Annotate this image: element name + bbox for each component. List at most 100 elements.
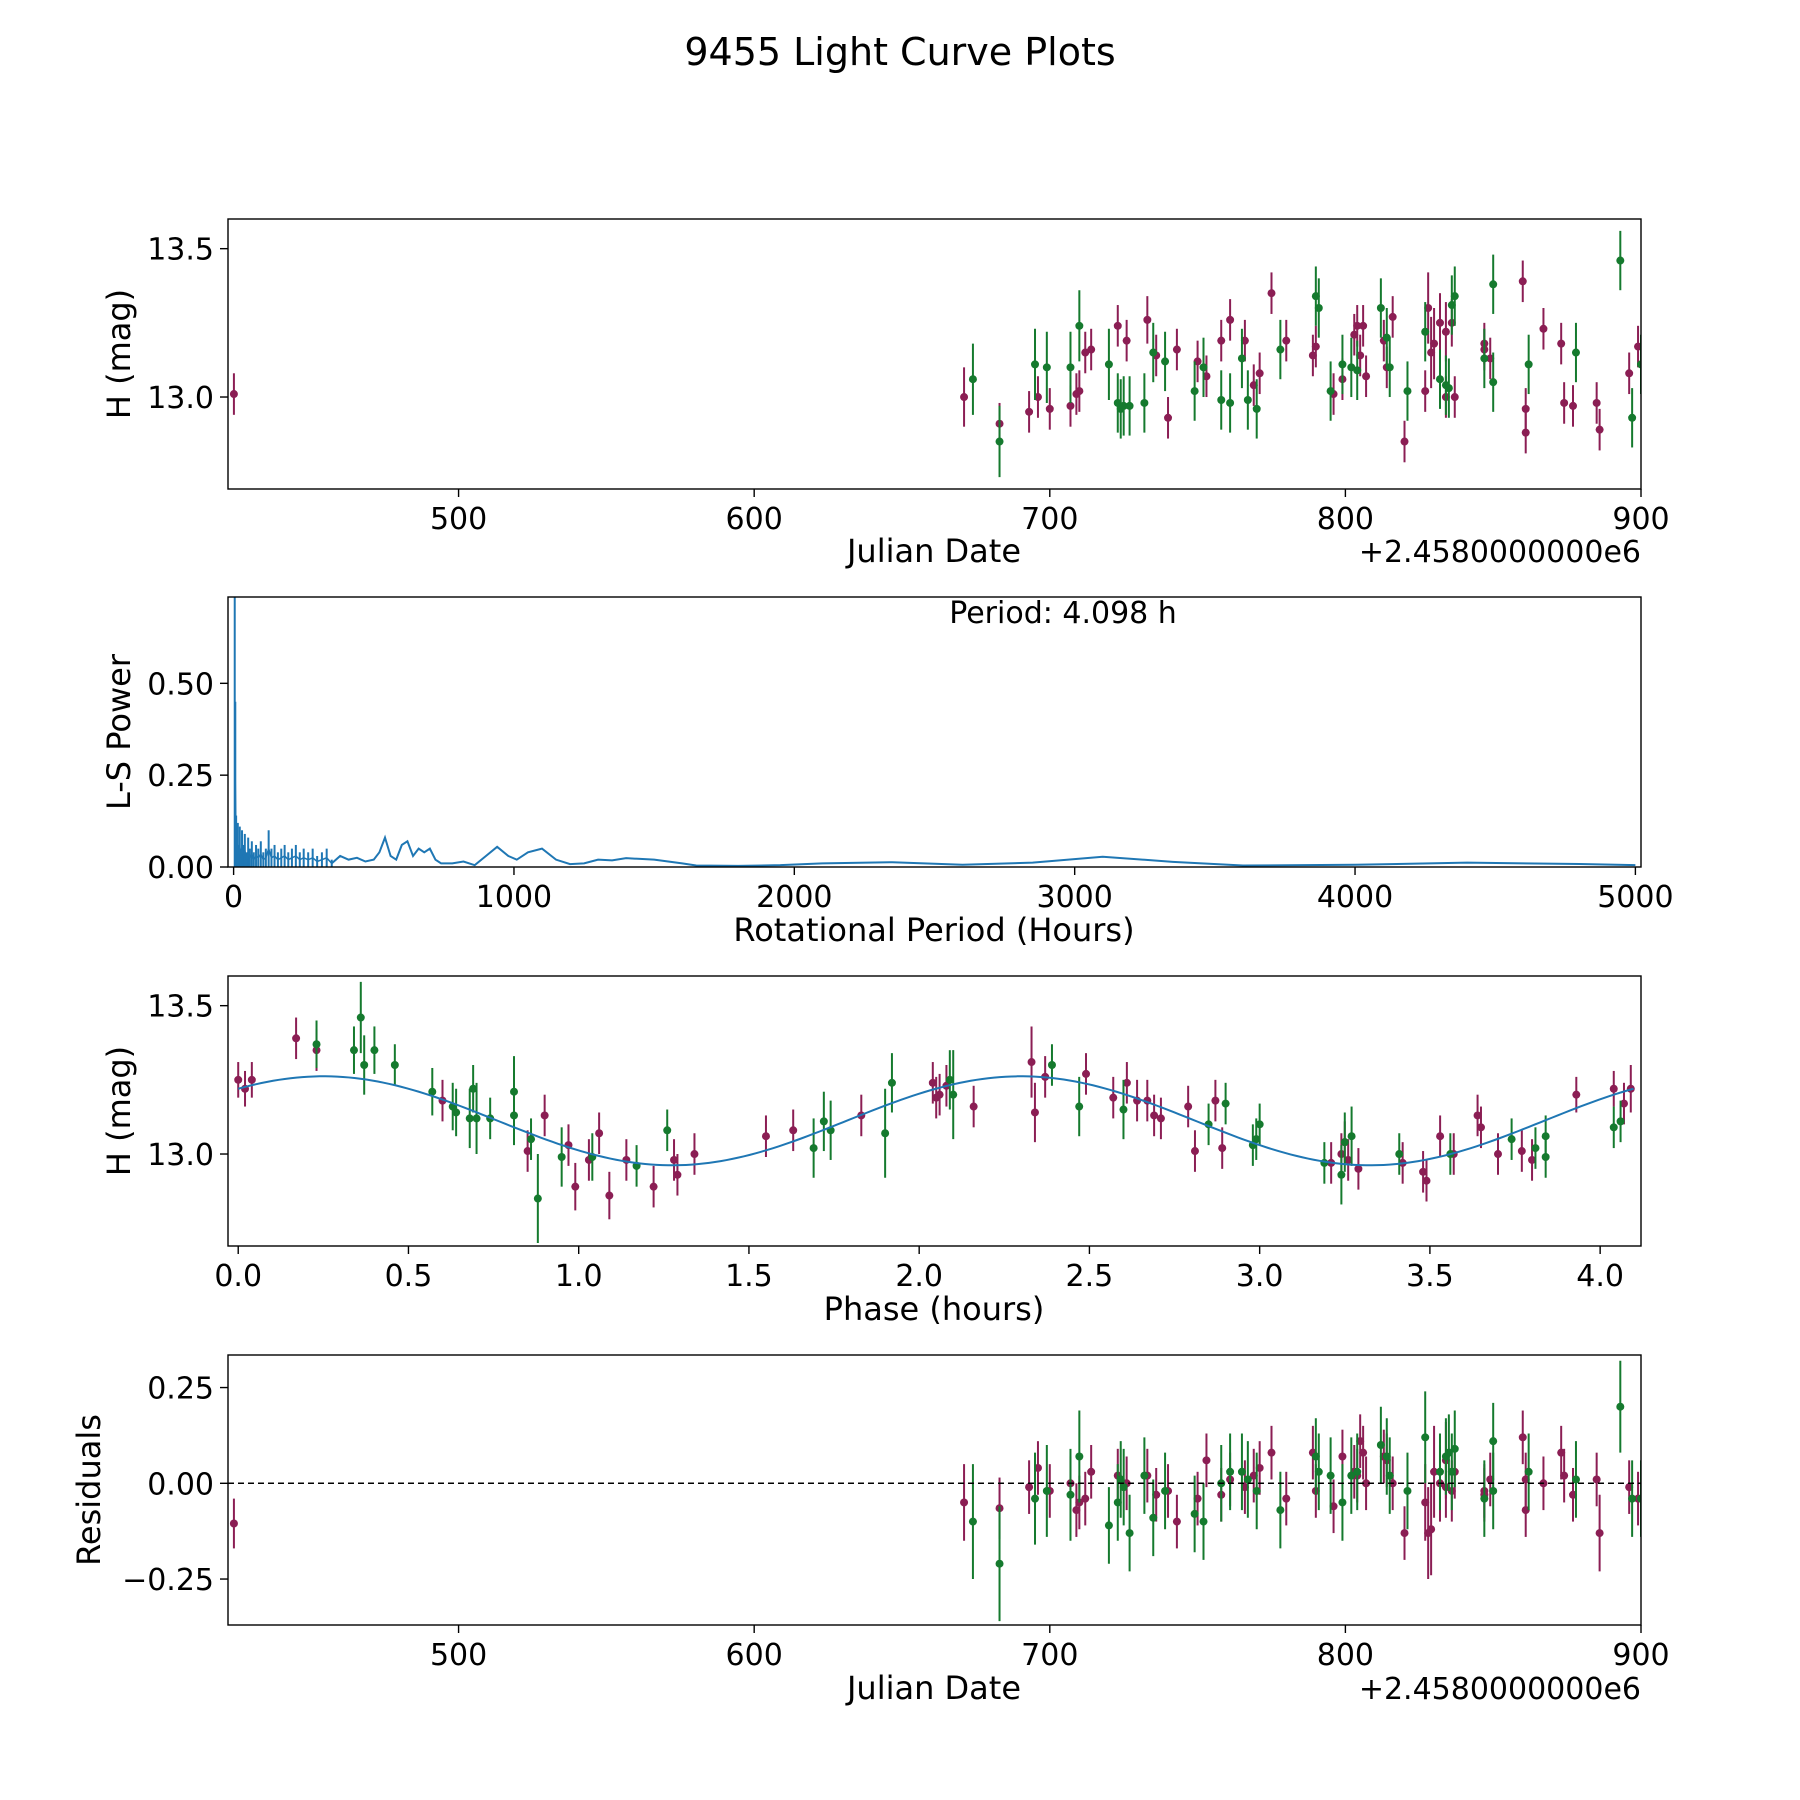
residuals-series-b-point: [1237, 1467, 1246, 1476]
phased-series-a-point: [928, 1078, 937, 1087]
phased-series-b-point: [349, 1046, 358, 1055]
lightcurve-series-a-point: [1075, 387, 1084, 396]
phased-series-b-point: [510, 1111, 519, 1120]
phased-series-b-point: [469, 1084, 478, 1093]
phased-x-tick-label: 1.5: [725, 1259, 773, 1294]
residuals-series-b-point: [1075, 1452, 1084, 1461]
lightcurve-series-a-point: [1421, 387, 1430, 396]
phased-series-a-point: [1190, 1147, 1199, 1156]
phased-ticks: 0.0 0.5 1.0 1.5 2.0 2.5 3.0 3.5 4.0 13.0 13.5: [147, 990, 1624, 1294]
periodogram-panel: 0 1000 2000 3000 4000 5000 0.00 0.25 0.50 Period…: [100, 596, 1674, 949]
phased-series-b-point: [1340, 1138, 1349, 1147]
phased-series-b-point: [1075, 1102, 1084, 1111]
lightcurve-y-tick-label: 13.0: [147, 381, 214, 416]
lightcurve-series-a-point: [1045, 404, 1054, 413]
lightcurve-series-a-point: [1164, 413, 1173, 422]
residuals-series-b-point: [1338, 1498, 1347, 1507]
phased-y-tick-label: 13.5: [147, 990, 214, 1025]
residuals-series-a-point: [1359, 1448, 1368, 1457]
phased-series-a-point: [789, 1126, 798, 1135]
phased-series-a-point: [1419, 1167, 1428, 1176]
residuals-series-b-point: [1347, 1471, 1356, 1480]
phased-x-tick-label: 3.5: [1406, 1259, 1454, 1294]
phased-series-b-point: [809, 1144, 818, 1153]
phased-series-b-point: [1395, 1150, 1404, 1159]
lightcurve-series-b-point: [1243, 395, 1252, 404]
residuals-axes-frame: [227, 1354, 1642, 1626]
residuals-series-b-point: [1149, 1513, 1158, 1522]
lightcurve-panel: 500 600 700 800 900 13.0 13.5 Julian Date H (m…: [100, 218, 1670, 570]
residuals-x-offset: +2.4580000000e6: [1359, 1672, 1641, 1707]
periodogram-y-label: L-S Power: [100, 653, 138, 810]
lightcurve-series-a-point: [1435, 318, 1444, 327]
residuals-series-b-point: [1524, 1467, 1533, 1476]
periodogram-y-tick-label: 0.00: [147, 851, 214, 886]
lightcurve-series-b-point: [1444, 384, 1453, 393]
phased-series-b-point: [428, 1087, 437, 1096]
lightcurve-series-b-point: [1199, 363, 1208, 372]
residuals-series-a-point: [1430, 1467, 1439, 1476]
lightcurve-series-a-point: [1625, 369, 1634, 378]
periodogram-plot-area: [233, 597, 1636, 867]
residuals-series-b-point: [1276, 1506, 1285, 1515]
lightcurve-series-b-point: [1104, 360, 1113, 369]
phased-series-b-point: [1337, 1170, 1346, 1179]
phased-series-b-point: [887, 1078, 896, 1087]
residuals-x-tick-label: 600: [726, 1638, 783, 1673]
phased-series-a-point: [234, 1075, 243, 1084]
periodogram-x-label: Rotational Period (Hours): [733, 911, 1134, 949]
lightcurve-series-b-point: [1031, 360, 1040, 369]
lightcurve-series-b-point: [1616, 256, 1625, 265]
phased-series-b-point: [881, 1129, 890, 1138]
lightcurve-series-b-point: [1276, 345, 1285, 354]
lightcurve-series-b-point: [1042, 363, 1051, 372]
lightcurve-plot-area: [229, 230, 1641, 478]
lightcurve-series-b-point: [1252, 404, 1261, 413]
lightcurve-series-a-point: [1441, 327, 1450, 336]
residuals-series-b-point: [1161, 1486, 1170, 1495]
periodogram-x-tick-label: 3000: [1036, 880, 1112, 915]
lightcurve-series-a-point: [1388, 312, 1397, 321]
figure-title: 9455 Light Curve Plots: [684, 30, 1115, 74]
lightcurve-series-a-point: [1255, 369, 1264, 378]
phased-series-a-point: [1528, 1155, 1537, 1164]
periodogram-spike-envelope: [233, 731, 333, 864]
residuals-series-a-point: [1595, 1529, 1604, 1538]
phased-series-b-point: [533, 1194, 542, 1203]
residuals-y-tick-label: −0.25: [122, 1563, 214, 1598]
lightcurve-series-a-point: [1267, 289, 1276, 298]
residuals-series-b-point: [1226, 1467, 1235, 1476]
lightcurve-series-b-point: [1217, 395, 1226, 404]
residuals-series-a-point: [1172, 1517, 1181, 1526]
lightcurve-series-b-point: [1066, 363, 1075, 372]
lightcurve-series-b-point: [1237, 354, 1246, 363]
lightcurve-x-offset: +2.4580000000e6: [1359, 535, 1641, 570]
lightcurve-series-b-point: [1480, 354, 1489, 363]
residuals-series-a-point: [1202, 1456, 1211, 1465]
phased-series-b-point: [527, 1135, 536, 1144]
phased-series-a-point: [1422, 1176, 1431, 1185]
lightcurve-axes-frame: [227, 218, 1642, 490]
residuals-series-b-point: [1376, 1441, 1385, 1449]
lightcurve-series-a-point: [1521, 404, 1530, 413]
lightcurve-series-a-point: [1518, 277, 1527, 286]
residuals-series-b-point: [1435, 1467, 1444, 1476]
lightcurve-series-b-point: [1347, 363, 1356, 372]
period-annotation: Period: 4.098 h: [949, 596, 1177, 631]
residuals-series-b-point: [1489, 1437, 1498, 1446]
phased-series-b-point: [390, 1061, 399, 1070]
phased-series-a-point: [1218, 1144, 1227, 1153]
phased-y-label: H (mag): [100, 1046, 138, 1176]
lightcurve-series-a-point: [1122, 336, 1131, 345]
lightcurve-series-b-point: [1140, 398, 1149, 407]
lightcurve-series-a-point: [1282, 336, 1291, 345]
phased-series-a-point: [571, 1182, 580, 1191]
lightcurve-x-tick-label: 500: [430, 502, 487, 537]
lightcurve-series-a-point: [1557, 339, 1566, 348]
phased-series-a-point: [1184, 1102, 1193, 1111]
residuals-series-b-point: [1199, 1517, 1208, 1526]
phased-series-a-point: [761, 1132, 770, 1141]
lightcurve-series-a-point: [1634, 342, 1641, 351]
residuals-x-label: Julian Date: [845, 1669, 1021, 1707]
